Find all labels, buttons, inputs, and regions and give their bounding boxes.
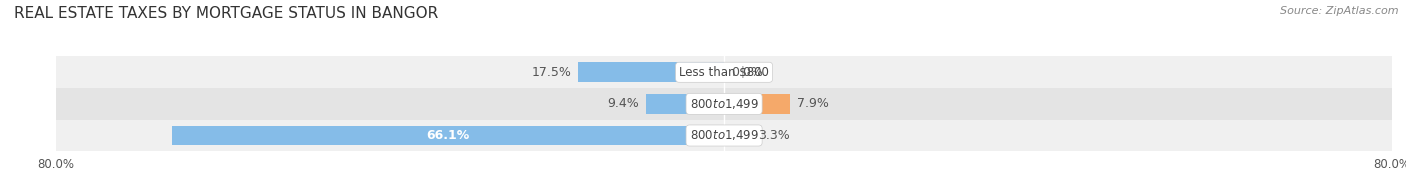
Bar [56,120,1392,151]
Text: $800 to $1,499: $800 to $1,499 [689,97,759,111]
Text: 0.0%: 0.0% [731,66,763,79]
Text: 3.3%: 3.3% [758,129,790,142]
Text: 9.4%: 9.4% [607,97,638,110]
Text: $800 to $1,499: $800 to $1,499 [689,129,759,142]
Legend: Without Mortgage, With Mortgage: Without Mortgage, With Mortgage [593,193,855,196]
Bar [56,56,1392,88]
Text: Source: ZipAtlas.com: Source: ZipAtlas.com [1281,6,1399,16]
Text: 66.1%: 66.1% [426,129,470,142]
Text: 17.5%: 17.5% [531,66,571,79]
Bar [645,94,724,114]
Text: 7.9%: 7.9% [797,97,828,110]
Text: Less than $800: Less than $800 [679,66,769,79]
Text: REAL ESTATE TAXES BY MORTGAGE STATUS IN BANGOR: REAL ESTATE TAXES BY MORTGAGE STATUS IN … [14,6,439,21]
Bar [724,126,752,145]
Bar [173,126,724,145]
Bar [578,63,724,82]
Bar [56,88,1392,120]
Bar [724,94,790,114]
